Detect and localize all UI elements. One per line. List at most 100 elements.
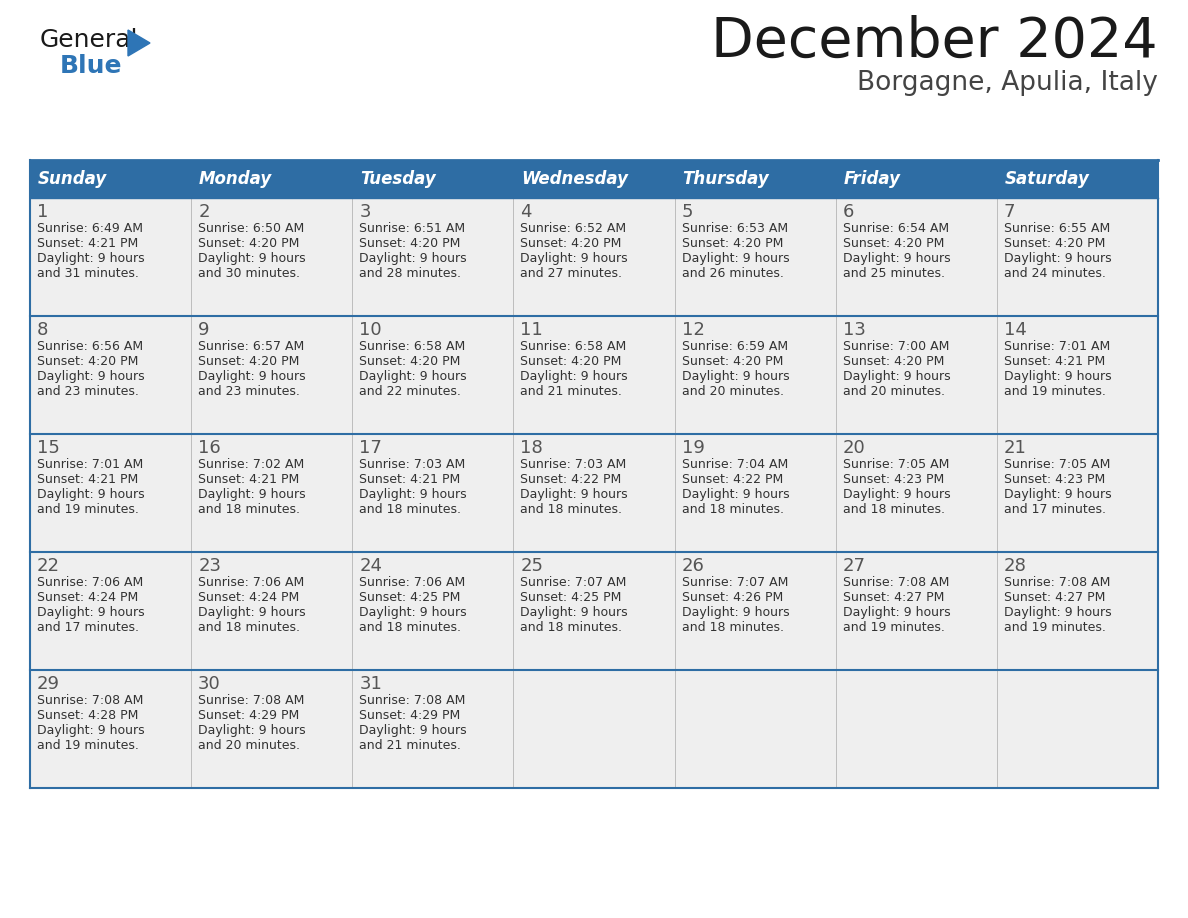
Text: Daylight: 9 hours: Daylight: 9 hours bbox=[198, 606, 305, 619]
Text: and 18 minutes.: and 18 minutes. bbox=[682, 503, 784, 516]
Text: Friday: Friday bbox=[843, 170, 901, 188]
Text: 7: 7 bbox=[1004, 203, 1016, 221]
Text: Sunrise: 6:49 AM: Sunrise: 6:49 AM bbox=[37, 222, 143, 235]
Bar bbox=[353, 198, 513, 316]
Text: Sunrise: 7:06 AM: Sunrise: 7:06 AM bbox=[198, 576, 304, 589]
Bar bbox=[30, 434, 191, 552]
Text: 22: 22 bbox=[37, 557, 61, 575]
Text: 18: 18 bbox=[520, 439, 543, 457]
Text: Sunset: 4:22 PM: Sunset: 4:22 PM bbox=[682, 473, 783, 486]
Text: and 20 minutes.: and 20 minutes. bbox=[842, 385, 944, 398]
Text: Sunrise: 7:05 AM: Sunrise: 7:05 AM bbox=[842, 458, 949, 471]
Text: Daylight: 9 hours: Daylight: 9 hours bbox=[842, 252, 950, 265]
Text: Daylight: 9 hours: Daylight: 9 hours bbox=[198, 488, 305, 501]
Text: Daylight: 9 hours: Daylight: 9 hours bbox=[682, 488, 789, 501]
Text: Daylight: 9 hours: Daylight: 9 hours bbox=[1004, 252, 1112, 265]
Text: Borgagne, Apulia, Italy: Borgagne, Apulia, Italy bbox=[857, 70, 1158, 96]
Text: Daylight: 9 hours: Daylight: 9 hours bbox=[198, 370, 305, 383]
Text: Daylight: 9 hours: Daylight: 9 hours bbox=[198, 252, 305, 265]
Text: and 21 minutes.: and 21 minutes. bbox=[359, 739, 461, 752]
Bar bbox=[675, 316, 835, 434]
Text: Monday: Monday bbox=[200, 170, 272, 188]
Text: Sunset: 4:21 PM: Sunset: 4:21 PM bbox=[198, 473, 299, 486]
Text: Sunset: 4:20 PM: Sunset: 4:20 PM bbox=[520, 355, 621, 368]
Text: Sunset: 4:27 PM: Sunset: 4:27 PM bbox=[842, 591, 944, 604]
Text: and 18 minutes.: and 18 minutes. bbox=[842, 503, 944, 516]
Bar bbox=[835, 434, 997, 552]
Text: Sunrise: 7:06 AM: Sunrise: 7:06 AM bbox=[359, 576, 466, 589]
Text: and 18 minutes.: and 18 minutes. bbox=[359, 503, 461, 516]
Text: 8: 8 bbox=[37, 321, 49, 339]
Bar bbox=[30, 160, 1158, 198]
Text: 28: 28 bbox=[1004, 557, 1026, 575]
Text: 29: 29 bbox=[37, 675, 61, 693]
Polygon shape bbox=[128, 30, 150, 56]
Text: Sunrise: 7:04 AM: Sunrise: 7:04 AM bbox=[682, 458, 788, 471]
Text: Sunset: 4:20 PM: Sunset: 4:20 PM bbox=[682, 237, 783, 250]
Text: and 23 minutes.: and 23 minutes. bbox=[198, 385, 301, 398]
Text: Sunrise: 7:03 AM: Sunrise: 7:03 AM bbox=[520, 458, 627, 471]
Text: Daylight: 9 hours: Daylight: 9 hours bbox=[682, 370, 789, 383]
Text: 17: 17 bbox=[359, 439, 383, 457]
Text: Sunset: 4:23 PM: Sunset: 4:23 PM bbox=[1004, 473, 1105, 486]
Bar bbox=[30, 552, 191, 670]
Bar bbox=[997, 198, 1158, 316]
Text: 11: 11 bbox=[520, 321, 543, 339]
Text: Sunset: 4:21 PM: Sunset: 4:21 PM bbox=[37, 473, 138, 486]
Text: 27: 27 bbox=[842, 557, 866, 575]
Bar bbox=[835, 552, 997, 670]
Bar bbox=[675, 670, 835, 788]
Bar bbox=[997, 434, 1158, 552]
Text: December 2024: December 2024 bbox=[712, 15, 1158, 69]
Text: Sunrise: 6:54 AM: Sunrise: 6:54 AM bbox=[842, 222, 949, 235]
Text: Blue: Blue bbox=[61, 54, 122, 78]
Text: Sunrise: 6:53 AM: Sunrise: 6:53 AM bbox=[682, 222, 788, 235]
Text: and 20 minutes.: and 20 minutes. bbox=[682, 385, 784, 398]
Text: Thursday: Thursday bbox=[683, 170, 770, 188]
Text: Sunset: 4:24 PM: Sunset: 4:24 PM bbox=[37, 591, 138, 604]
Text: Sunrise: 6:52 AM: Sunrise: 6:52 AM bbox=[520, 222, 626, 235]
Text: Sunrise: 7:03 AM: Sunrise: 7:03 AM bbox=[359, 458, 466, 471]
Text: Daylight: 9 hours: Daylight: 9 hours bbox=[1004, 488, 1112, 501]
Text: Sunrise: 7:08 AM: Sunrise: 7:08 AM bbox=[359, 694, 466, 707]
Text: 6: 6 bbox=[842, 203, 854, 221]
Bar bbox=[513, 316, 675, 434]
Text: Wednesday: Wednesday bbox=[522, 170, 628, 188]
Bar bbox=[191, 316, 353, 434]
Text: and 27 minutes.: and 27 minutes. bbox=[520, 267, 623, 280]
Bar bbox=[353, 552, 513, 670]
Text: Sunrise: 7:02 AM: Sunrise: 7:02 AM bbox=[198, 458, 304, 471]
Text: Sunset: 4:20 PM: Sunset: 4:20 PM bbox=[198, 355, 299, 368]
Text: 2: 2 bbox=[198, 203, 209, 221]
Text: Sunrise: 7:07 AM: Sunrise: 7:07 AM bbox=[682, 576, 788, 589]
Text: and 31 minutes.: and 31 minutes. bbox=[37, 267, 139, 280]
Text: Daylight: 9 hours: Daylight: 9 hours bbox=[359, 252, 467, 265]
Text: Daylight: 9 hours: Daylight: 9 hours bbox=[37, 724, 145, 737]
Text: Daylight: 9 hours: Daylight: 9 hours bbox=[682, 606, 789, 619]
Text: Sunset: 4:25 PM: Sunset: 4:25 PM bbox=[359, 591, 461, 604]
Text: Daylight: 9 hours: Daylight: 9 hours bbox=[359, 724, 467, 737]
Bar bbox=[353, 316, 513, 434]
Bar bbox=[997, 316, 1158, 434]
Text: 3: 3 bbox=[359, 203, 371, 221]
Text: and 19 minutes.: and 19 minutes. bbox=[37, 503, 139, 516]
Text: Sunrise: 7:07 AM: Sunrise: 7:07 AM bbox=[520, 576, 627, 589]
Text: and 19 minutes.: and 19 minutes. bbox=[842, 621, 944, 634]
Text: 10: 10 bbox=[359, 321, 381, 339]
Bar bbox=[191, 198, 353, 316]
Bar bbox=[30, 316, 191, 434]
Text: Sunrise: 7:08 AM: Sunrise: 7:08 AM bbox=[1004, 576, 1111, 589]
Text: and 24 minutes.: and 24 minutes. bbox=[1004, 267, 1106, 280]
Text: General: General bbox=[40, 28, 139, 52]
Text: Daylight: 9 hours: Daylight: 9 hours bbox=[37, 252, 145, 265]
Text: Sunset: 4:20 PM: Sunset: 4:20 PM bbox=[682, 355, 783, 368]
Text: Daylight: 9 hours: Daylight: 9 hours bbox=[842, 606, 950, 619]
Text: Sunset: 4:29 PM: Sunset: 4:29 PM bbox=[198, 709, 299, 722]
Bar bbox=[675, 434, 835, 552]
Text: 13: 13 bbox=[842, 321, 866, 339]
Text: Sunrise: 6:57 AM: Sunrise: 6:57 AM bbox=[198, 340, 304, 353]
Text: Sunrise: 6:51 AM: Sunrise: 6:51 AM bbox=[359, 222, 466, 235]
Bar bbox=[191, 434, 353, 552]
Bar bbox=[513, 198, 675, 316]
Text: and 25 minutes.: and 25 minutes. bbox=[842, 267, 944, 280]
